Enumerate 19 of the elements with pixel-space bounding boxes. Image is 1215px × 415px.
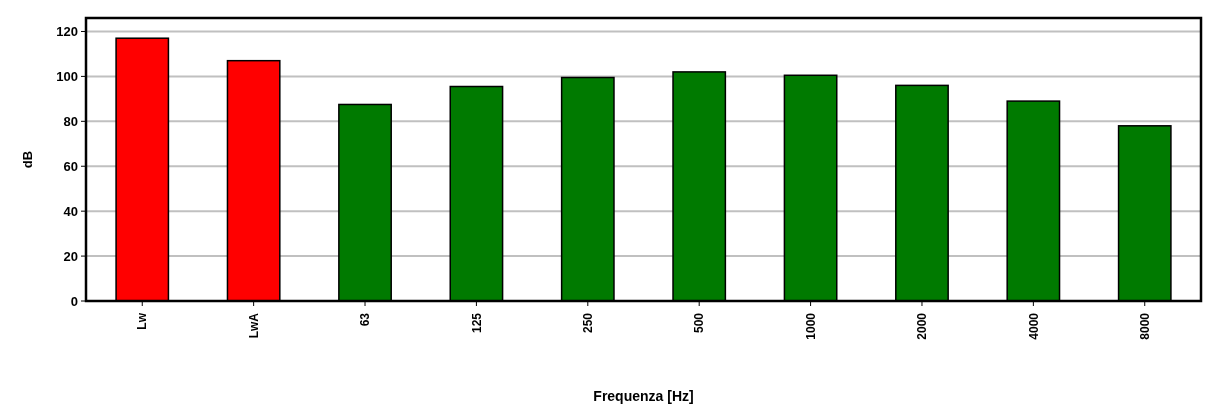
- y-tick-label: 80: [63, 113, 78, 129]
- y-tick-label: 120: [56, 24, 78, 40]
- y-tick-label: 40: [63, 203, 78, 219]
- y-axis-title: dB: [20, 150, 35, 169]
- x-tick-label: 4000: [1026, 312, 1041, 340]
- y-tick-label: 20: [63, 248, 78, 264]
- y-tick-label: 60: [63, 158, 78, 174]
- y-tick-label: 0: [70, 293, 78, 309]
- y-tick-label: 100: [56, 68, 78, 84]
- x-tick-label: 1000: [803, 312, 818, 340]
- x-tick-label: LwA: [246, 312, 261, 339]
- x-tick-label: 125: [469, 312, 484, 334]
- x-tick-label: 250: [581, 312, 596, 334]
- x-tick-label: 8000: [1137, 312, 1152, 340]
- x-tick-label: 500: [692, 312, 707, 334]
- x-axis-title: Frequenza [Hz]: [593, 388, 694, 404]
- x-tick-label: 63: [358, 312, 373, 327]
- x-tick-label: 2000: [915, 312, 930, 340]
- x-tick-label: Lw: [135, 312, 150, 330]
